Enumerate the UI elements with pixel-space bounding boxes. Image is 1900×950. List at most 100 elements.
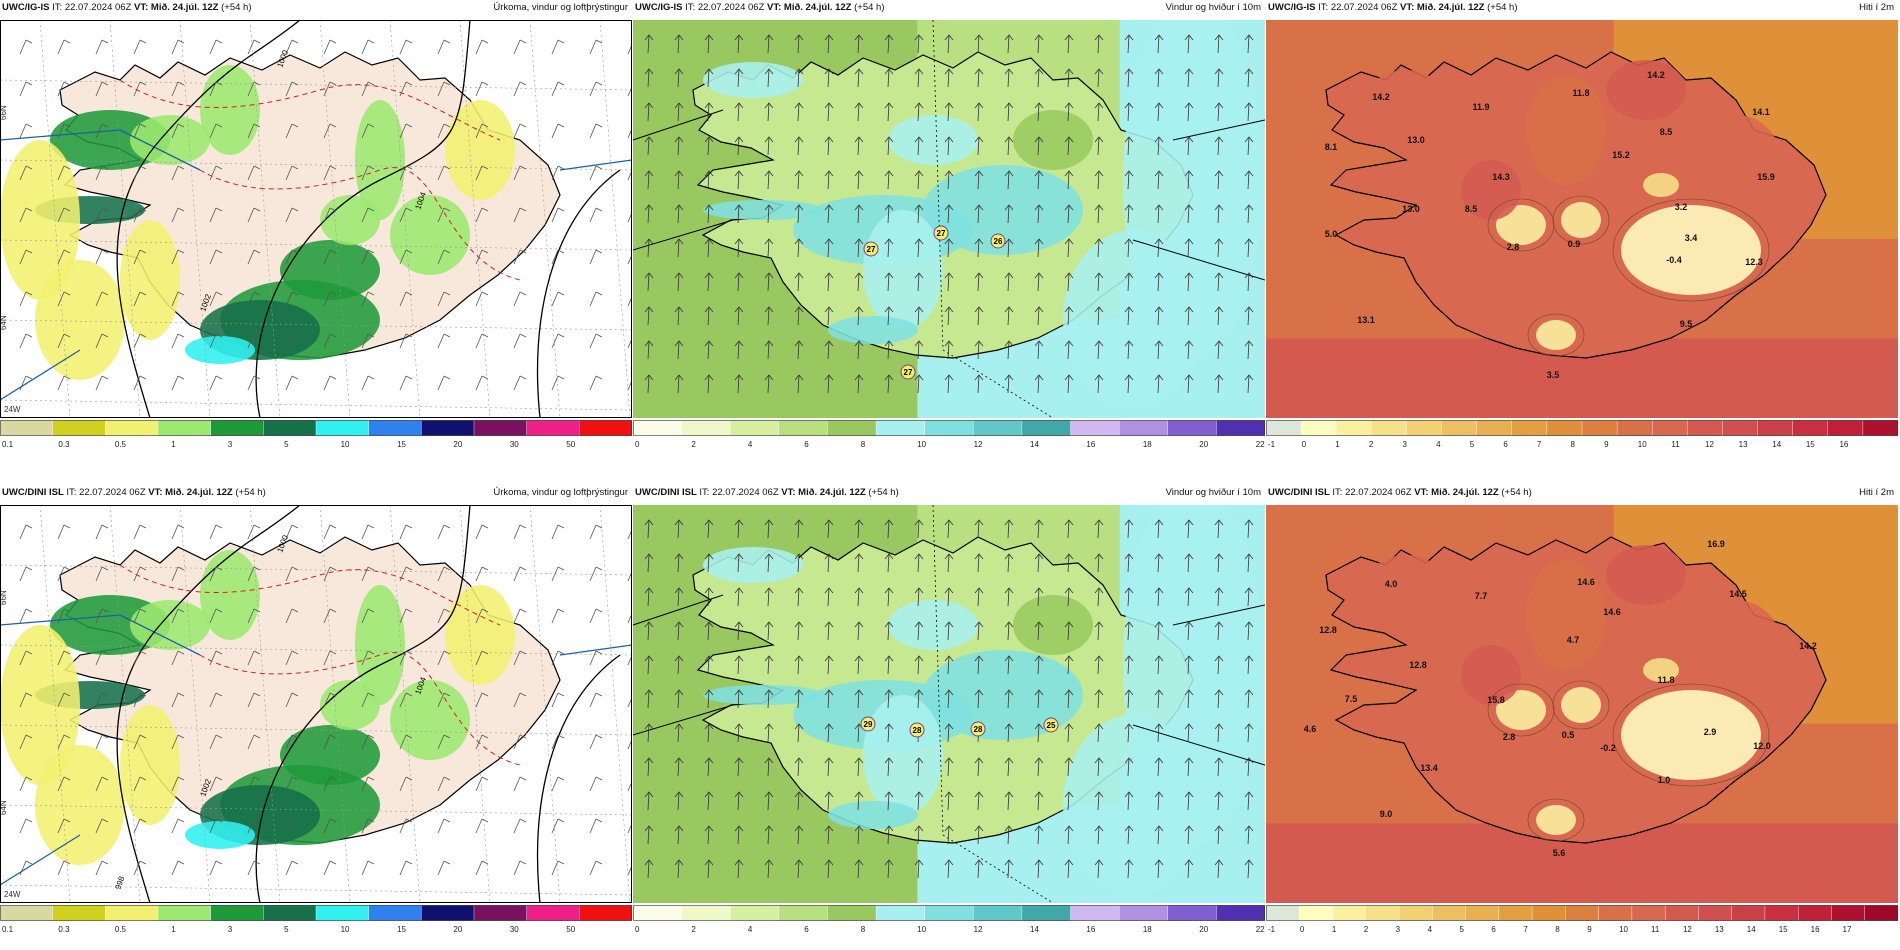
wind-arrow-head: [944, 340, 954, 347]
wind-arrow: [737, 204, 740, 224]
map-canvas: 16.94.012.87.714.614.512.814.64.715.811.…: [1266, 505, 1898, 903]
wind-barb: [323, 860, 331, 876]
temperature-value-label: 2.9: [1704, 727, 1717, 737]
wind-barb: [481, 165, 489, 170]
wind-arrow: [977, 374, 980, 394]
panel-title: Úrkoma, vindur og loftþrýstingur: [493, 487, 628, 498]
isotherm: [1612, 683, 1770, 787]
wind-arrow-head: [1004, 689, 1014, 696]
wind-barb: [557, 734, 565, 739]
wind-arrow-head: [1214, 136, 1224, 143]
wind-arrow: [647, 553, 650, 573]
wind-barb: [399, 333, 407, 349]
colorbar-tick-label: 50: [566, 925, 575, 934]
wind-arrow-head: [1064, 306, 1074, 313]
wind-barb: [25, 650, 33, 655]
wind-barb: [367, 249, 375, 254]
field-shade: [703, 547, 803, 583]
graticule-line: [0, 804, 632, 816]
wind-arrow: [707, 757, 710, 777]
wind-arrow: [977, 519, 980, 539]
wind-barb: [101, 860, 109, 865]
boundary-line: [1132, 239, 1265, 281]
wind-arrow-head: [884, 306, 894, 313]
wind-barb: [19, 291, 27, 307]
wind-arrow: [1127, 204, 1130, 224]
wind-arrow: [947, 621, 950, 641]
wind-arrow: [917, 587, 920, 607]
wind-arrow-head: [704, 238, 714, 245]
wind-arrow-head: [1214, 825, 1224, 832]
wind-barb: [285, 860, 293, 876]
wind-arrow: [1127, 170, 1130, 190]
wind-arrow: [737, 621, 740, 641]
wind-barb: [475, 566, 483, 582]
wind-arrow-head: [944, 272, 954, 279]
wind-arrow-head: [1244, 238, 1254, 245]
wind-barb: [209, 165, 217, 181]
colorbar-swatch: [681, 905, 731, 922]
wind-arrow-head: [764, 68, 774, 75]
wind-barb: [329, 776, 337, 781]
wind-barb: [63, 207, 71, 212]
wind-arrow: [947, 68, 950, 88]
wind-barb: [285, 123, 293, 139]
wind-barb: [475, 776, 483, 792]
colorbar-tick-label: 30: [510, 925, 519, 934]
wind-arrow: [647, 587, 650, 607]
wind-barb: [443, 165, 451, 170]
colorbar-tick-label: 14: [1030, 925, 1039, 934]
temperature-value-label: 13.4: [1420, 763, 1438, 773]
wind-arrow: [917, 204, 920, 224]
wind-arrow-head: [764, 791, 774, 798]
wind-arrow-head: [1034, 238, 1044, 245]
wind-barb: [475, 375, 483, 391]
wind-barb: [519, 818, 527, 823]
wind-arrow-head: [914, 68, 924, 75]
wind-barb: [25, 566, 33, 571]
colorbar-swatch: [526, 420, 581, 437]
wind-arrow-head: [1124, 136, 1134, 143]
wind-barb: [481, 39, 489, 44]
temperature-value-label: 14.6: [1603, 607, 1621, 617]
gust-value-label: 29: [864, 720, 873, 729]
wind-arrow: [1127, 374, 1130, 394]
wind-arrow-head: [674, 136, 684, 143]
wind-arrow: [827, 757, 830, 777]
wind-arrow-head: [644, 519, 654, 526]
wind-arrow-head: [884, 68, 894, 75]
wind-barb: [215, 566, 223, 571]
wind-arrow: [677, 757, 680, 777]
wind-barb: [367, 524, 375, 529]
wind-arrow-head: [854, 374, 864, 381]
field-shade: [703, 200, 823, 220]
temperature-value-label: 2.8: [1507, 242, 1520, 252]
field-shade: [320, 195, 380, 245]
wind-arrow-head: [944, 621, 954, 628]
wind-arrow: [1127, 238, 1130, 258]
wind-barb: [171, 860, 179, 876]
graticule-line: [179, 20, 211, 418]
wind-arrow: [647, 757, 650, 777]
wind-arrow: [1097, 340, 1100, 360]
wind-barb: [101, 249, 109, 254]
boundary-line: [1132, 724, 1265, 766]
panel-title: Hiti í 2m: [1859, 2, 1894, 13]
wind-barb: [291, 776, 299, 781]
wind-arrow-head: [914, 519, 924, 526]
region-boundary: [932, 20, 1054, 418]
wind-arrow: [857, 689, 860, 709]
wind-arrow: [797, 519, 800, 539]
wind-arrow: [1067, 519, 1070, 539]
wind-arrow: [827, 519, 830, 539]
wind-barb: [25, 608, 33, 613]
wind-arrow: [917, 553, 920, 573]
wind-barb: [443, 818, 451, 823]
wind-arrow: [917, 170, 920, 190]
wind-barb: [19, 207, 27, 223]
it-value: 22.07.2024 06Z: [1330, 2, 1398, 13]
wind-arrow: [647, 68, 650, 88]
wind-barb: [133, 524, 141, 540]
gust-marker: [863, 241, 879, 257]
